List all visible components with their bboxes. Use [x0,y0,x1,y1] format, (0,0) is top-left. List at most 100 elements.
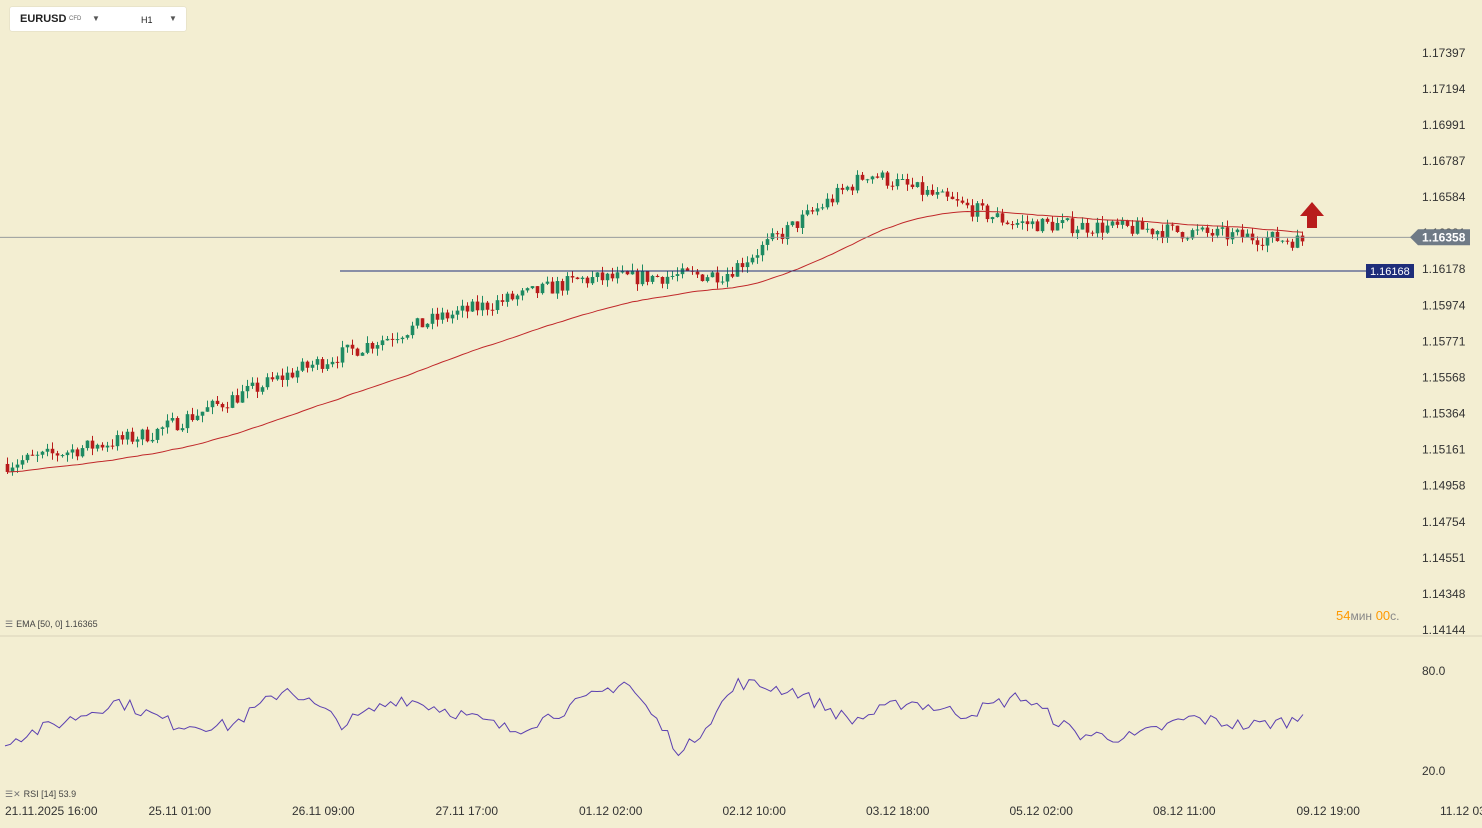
candle-body [810,210,815,212]
indicator-menu-icon[interactable]: ☰✕ [5,789,21,799]
candle-body [880,172,885,178]
candle-body [590,277,595,284]
candle-body [745,262,750,268]
rsi-level-label: 20.0 [1422,764,1446,778]
candle-body [1180,232,1185,239]
candle-body [465,305,470,312]
candle-body [605,273,610,281]
timeframe-select[interactable]: H1 [141,15,153,25]
candle-body [820,207,825,209]
candle-body [1065,218,1070,221]
candle-body [860,174,865,180]
candle-body [575,277,580,280]
candle-body [1145,228,1150,230]
candle-body [645,271,650,282]
candle-body [505,293,510,302]
candle-body [455,310,460,315]
candle-body [25,454,30,461]
symbol-dropdown-icon[interactable]: ▼ [92,14,100,23]
candle-body [660,276,665,284]
price-tick-label: 1.14958 [1422,479,1466,493]
candle-body [910,184,915,188]
candle-body [300,361,305,371]
timeframe-dropdown-icon[interactable]: ▼ [169,14,177,23]
candle-body [305,361,310,368]
candle-body [420,318,425,328]
candle-body [80,448,85,457]
candle-body [720,281,725,283]
candle-body [440,312,445,320]
candle-body [270,377,275,380]
candle-body [1030,221,1035,225]
candle-body [855,174,860,191]
candle-body [210,400,215,408]
candle-body [1210,232,1215,236]
candle-body [1140,221,1145,230]
candle-body [755,255,760,258]
candle-body [955,199,960,201]
candle-countdown: 54мин 00с. [1336,608,1400,623]
candle-body [530,286,535,289]
candle-body [510,293,515,300]
candle-body [355,348,360,356]
ema-line [7,210,1303,473]
candle-body [725,273,730,282]
price-tick-label: 1.14348 [1422,587,1466,601]
candle-body [545,281,550,284]
time-tick-label: 01.12 02:00 [579,804,643,818]
price-tick-label: 1.15974 [1422,298,1466,312]
candle-body [825,198,830,208]
candle-body [195,415,200,421]
candle-body [490,309,495,311]
candle-body [670,275,675,277]
candle-body [280,375,285,380]
rsi-legend-value: 53.9 [58,789,77,799]
candle-body [165,420,170,428]
candle-body [340,347,345,363]
candle-body [100,444,105,448]
candle-body [695,271,700,275]
time-tick-label: 25.11 01:00 [149,804,212,818]
ema-legend-value: 1.16365 [65,619,98,629]
candle-body [600,272,605,281]
candle-body [700,274,705,282]
candle-body [1150,228,1155,235]
candle-body [1270,231,1275,238]
candle-body [1285,240,1290,242]
candle-body [375,345,380,349]
candle-body [1265,237,1270,246]
candle-body [610,273,615,279]
candle-body [925,189,930,195]
time-tick-label: 03.12 18:00 [866,804,930,818]
candle-body [895,179,900,187]
candle-body [1060,220,1065,224]
candle-body [890,185,895,187]
candle-body [430,313,435,324]
candle-body [30,454,35,456]
candle-body [1295,235,1300,248]
candle-body [1015,222,1020,225]
ema-legend: ☰ EMA [50, 0] 1.16365 [5,619,98,630]
candle-body [625,271,630,275]
candle-body [370,342,375,349]
symbol-name[interactable]: EURUSD [20,13,67,25]
price-tick-label: 1.16787 [1422,154,1466,168]
candle-body [640,271,645,285]
candle-body [95,444,100,449]
candle-body [1300,235,1305,242]
candle-body [1155,231,1160,235]
candle-body [495,300,500,311]
candle-body [1240,229,1245,238]
candle-body [250,382,255,386]
candle-body [70,449,75,453]
candle-body [345,344,350,348]
indicator-menu-icon[interactable]: ☰ [5,619,14,629]
candle-body [1115,221,1120,225]
candle-body [920,182,925,195]
candle-body [1040,218,1045,232]
candle-body [1245,233,1250,238]
candle-body [1165,224,1170,239]
candle-body [15,464,20,468]
candle-body [995,213,1000,218]
